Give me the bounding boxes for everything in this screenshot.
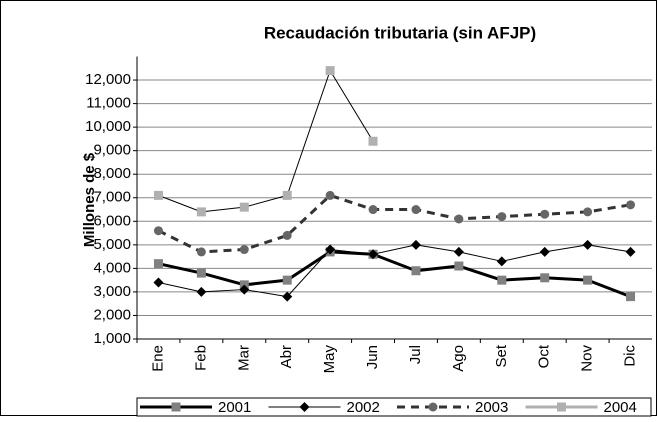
legend-marker	[557, 402, 566, 412]
data-point	[626, 292, 636, 302]
data-point	[497, 212, 507, 222]
data-point	[325, 190, 335, 200]
data-point	[454, 261, 464, 271]
x-tick-label: Abr	[278, 345, 295, 368]
y-tick-label: 3,000	[93, 283, 131, 300]
data-point	[196, 207, 206, 217]
y-tick-label: 10,000	[85, 118, 131, 135]
data-point	[539, 246, 550, 257]
data-point	[282, 291, 293, 302]
x-tick-label: Jul	[407, 345, 424, 364]
data-point	[153, 259, 163, 269]
y-tick-label: 4,000	[93, 259, 131, 276]
y-tick-label: 7,000	[93, 189, 131, 206]
y-tick-label: 8,000	[93, 165, 131, 182]
y-tick-label: 11,000	[86, 95, 131, 112]
data-point	[625, 246, 636, 257]
data-point	[540, 273, 550, 283]
legend-label: 2003	[475, 399, 508, 416]
data-point	[411, 266, 421, 276]
data-point	[239, 202, 249, 212]
series-line	[158, 250, 632, 299]
data-point	[196, 268, 206, 278]
x-tick-label: Dic	[622, 345, 639, 367]
y-tick-label: 1,000	[93, 330, 131, 347]
data-point	[368, 205, 378, 215]
data-point	[583, 207, 593, 217]
data-point	[239, 245, 249, 255]
chart-title: Recaudación tributaria (sin AFJP)	[264, 23, 536, 42]
x-tick-label: Oct	[536, 344, 553, 368]
legend-label: 2004	[604, 399, 637, 416]
y-tick-label: 6,000	[93, 212, 131, 229]
x-tick-label: Ene	[149, 345, 166, 372]
data-point	[153, 277, 164, 288]
legend-label: 2002	[347, 399, 380, 416]
y-axis-label: Millones de $	[81, 152, 98, 247]
series-line	[158, 70, 374, 213]
data-point	[196, 286, 207, 297]
legend-marker	[299, 402, 310, 412]
data-point	[454, 214, 464, 224]
x-tick-label: Feb	[192, 345, 209, 371]
legend-box	[136, 397, 652, 417]
legend-marker	[171, 402, 181, 412]
data-point	[411, 205, 421, 215]
legend-label: 2001	[218, 399, 251, 416]
data-point	[196, 247, 206, 257]
data-point	[325, 66, 335, 76]
x-tick-label: Ago	[450, 345, 467, 372]
data-point	[282, 230, 292, 240]
y-tick-label: 9,000	[93, 142, 131, 159]
data-point	[239, 284, 250, 295]
legend-marker	[428, 402, 438, 412]
data-point	[282, 275, 292, 285]
data-point	[282, 190, 292, 200]
data-point	[325, 244, 336, 255]
data-point	[626, 200, 636, 210]
x-tick-label: Jun	[364, 345, 381, 369]
data-point	[368, 249, 379, 260]
y-tick-label: 12,000	[85, 71, 131, 88]
data-point	[496, 256, 507, 267]
data-point	[497, 275, 507, 285]
x-tick-label: Mar	[235, 345, 252, 371]
data-point	[540, 209, 550, 219]
x-tick-label: Nov	[579, 345, 596, 372]
y-tick-label: 2,000	[93, 306, 131, 323]
data-point	[410, 239, 421, 250]
data-point	[583, 275, 593, 285]
x-tick-label: May	[321, 345, 338, 374]
x-tick-label: Set	[493, 344, 510, 367]
data-point	[153, 190, 163, 200]
data-point	[153, 226, 163, 236]
data-point	[582, 239, 593, 250]
data-point	[368, 136, 378, 146]
series-line	[158, 244, 631, 298]
data-point	[453, 246, 464, 257]
y-tick-label: 5,000	[93, 236, 131, 253]
